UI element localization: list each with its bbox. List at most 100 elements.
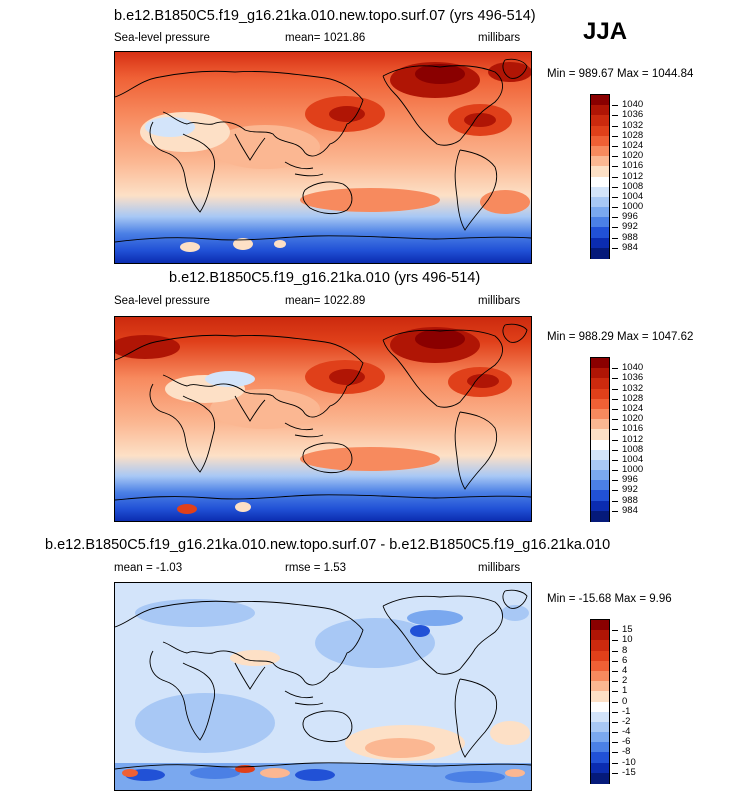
panel-2-minmax-label: Min = 988.29 Max = 1047.62 [547,331,694,343]
colorbar-label: 1024 [622,402,644,414]
colorbar-tick [612,711,618,713]
map-field-patch [315,618,435,668]
colorbar-swatch [591,459,609,471]
colorbar-label: 15 [622,624,633,636]
colorbar-tick [612,490,618,492]
colorbar-label: -6 [622,736,631,748]
colorbar-label: -10 [622,756,636,768]
colorbar-label: 1016 [622,423,644,435]
colorbar-swatch [591,429,609,441]
colorbar-swatch [591,762,609,774]
map-field-patch [464,113,496,127]
colorbar-swatch [591,186,609,198]
map-field-patch [410,625,430,637]
coastline-maritime [284,690,324,706]
colorbar-tick [612,742,618,744]
colorbar-label: -15 [622,766,636,778]
colorbar-swatch [591,358,609,369]
colorbar-tick [612,732,618,734]
coastline-europe-asia [115,334,364,418]
colorbar-swatch [591,145,609,157]
colorbar-tick [612,145,618,147]
colorbar-tick [612,701,618,703]
colorbar-tick [612,217,618,219]
colorbar-swatch [591,701,609,713]
colorbar-tick [612,378,618,380]
panel-1-units-label: millibars [478,32,521,44]
colorbar-tick [612,459,618,461]
colorbar-label: 1036 [622,372,644,384]
colorbar-label: 1024 [622,139,644,151]
colorbar-tick [612,166,618,168]
colorbar-swatch [591,670,609,682]
colorbar-label: 1004 [622,190,644,202]
map-field-patch [501,605,529,621]
colorbar-swatch [591,166,609,178]
colorbar-label: 1040 [622,99,644,111]
map-field-patch [135,693,275,753]
colorbar-swatch [591,480,609,492]
map-field-patch [210,125,320,169]
colorbar-swatch [591,490,609,502]
colorbar-swatch [591,419,609,430]
map-field-patch [329,369,365,385]
colorbar-label: -4 [622,726,631,738]
colorbar-swatch [591,105,609,116]
colorbar-tick [612,630,618,632]
colorbar-label: 1016 [622,160,644,172]
panel-3-mean-label: mean = -1.03 [114,562,183,574]
colorbar-tick [612,388,618,390]
colorbar-swatch [591,176,609,188]
colorbar-label: 1012 [622,170,644,182]
coastline-greenland [502,323,528,343]
map-field-patch [230,650,280,666]
panel-2-units-label: millibars [478,295,521,307]
panel-3-units-label: millibars [478,562,521,574]
colorbar-label: 6 [622,654,628,666]
colorbar-label: 1008 [622,443,644,455]
colorbar-swatch [591,227,609,239]
colorbar-tick [612,670,618,672]
panel-3-rmse-label: rmse = 1.53 [285,562,347,574]
colorbar-label: 984 [622,241,638,253]
colorbar-label: 1008 [622,180,644,192]
colorbar-tick [612,368,618,370]
map-field-patch [274,240,286,248]
colorbar-swatch [591,500,609,512]
panel-2-mean-label: mean= 1022.89 [285,295,366,307]
coastline-south-america [454,149,498,231]
map-field-patch [407,610,463,626]
colorbar-label: 988 [622,494,638,506]
coastline-europe-asia [115,600,364,686]
colorbar-label: 10 [622,634,633,646]
map-field-patch [415,329,465,349]
map-field-patch [190,767,240,779]
colorbar-tick [612,721,618,723]
map-field-patch [467,374,499,388]
colorbar-swatch [591,470,609,481]
colorbar-tick [612,408,618,410]
colorbar-swatch [591,630,609,641]
coastlines [115,58,531,243]
colorbar-swatch [591,691,609,703]
colorbar-swatch [591,772,609,784]
panel-3-minmax-label: Min = -15.68 Max = 9.96 [547,593,672,605]
colorbar-swatch [591,217,609,229]
map-field-patch [180,242,200,252]
colorbar-tick [612,500,618,502]
map-field-patch [135,599,255,627]
colorbar-swatch [591,135,609,147]
panel-1-title: b.e12.B1850C5.f19_g16.21ka.010.new.topo.… [114,8,536,24]
coastline-africa [149,121,216,213]
coastline-africa [149,383,216,473]
colorbar-label: -8 [622,746,631,758]
colorbar-swatch [591,449,609,461]
colorbar-label: 988 [622,231,638,243]
map-field-patch [260,768,290,778]
map-field-patch [145,117,195,137]
coastline-antarctica [115,235,531,243]
colorbar-tick [612,640,618,642]
coastline-europe-asia [115,70,364,157]
colorbar-tick [612,772,618,774]
colorbar-tick [612,419,618,421]
